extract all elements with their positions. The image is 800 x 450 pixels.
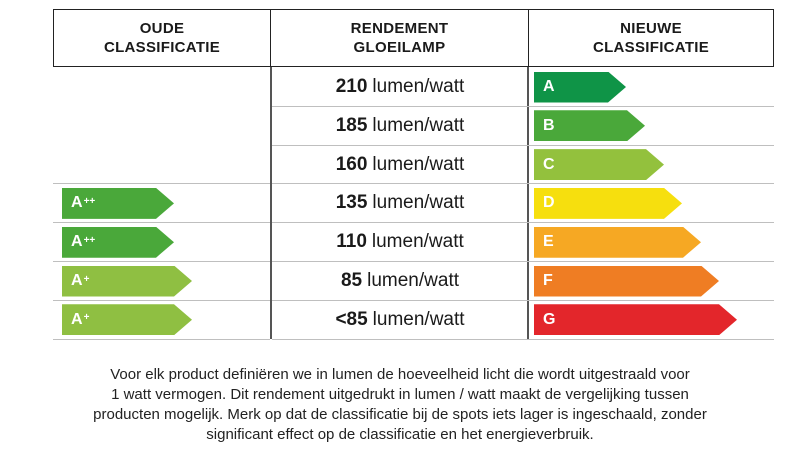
new-class-arrow: F: [534, 266, 719, 297]
old-class-superscript: ++: [83, 234, 96, 246]
row-separator: [272, 299, 528, 301]
row-separator: [272, 183, 528, 185]
old-class-arrow: A ++: [62, 227, 174, 258]
lumen-value: 135: [335, 192, 368, 214]
new-class-label: E: [543, 233, 554, 251]
row-separator: [528, 144, 774, 146]
row-separator: [272, 261, 528, 262]
old-class-superscript: +: [83, 273, 90, 285]
lumen-cell: 210 lumen/watt: [272, 68, 528, 106]
footnote: Voor elk product definiëren we in lumen …: [40, 365, 760, 445]
header-old-classification: OUDE CLASSIFICATIE: [53, 9, 271, 67]
old-class-label: A: [71, 233, 83, 251]
lumen-unit: lumen/watt: [371, 231, 464, 253]
row-separator: [272, 338, 528, 340]
new-class-label: B: [543, 116, 555, 134]
header-new-classification: NIEUWE CLASSIFICATIE: [528, 9, 774, 67]
new-class-arrow: C: [534, 149, 664, 180]
lumen-unit: lumen/watt: [372, 192, 465, 214]
lumen-cell: 160 lumen/watt: [272, 146, 528, 184]
row-separator: [528, 338, 774, 340]
row-separator: [53, 261, 270, 262]
row-separator: [53, 183, 270, 185]
row-separator: [53, 222, 270, 224]
lumen-value: 160: [335, 153, 368, 175]
row-separator: [528, 222, 774, 224]
old-class-arrow: A ++: [62, 188, 174, 219]
lumen-unit: lumen/watt: [372, 76, 465, 97]
new-class-label: G: [543, 310, 556, 328]
old-class-superscript: +: [83, 312, 90, 324]
new-class-label: A: [543, 78, 555, 95]
lumen-value: 185: [335, 114, 368, 136]
header-mid-line2: GLOEILAMP: [353, 39, 446, 56]
old-class-superscript: ++: [83, 195, 96, 207]
lumen-value: 110: [336, 231, 367, 253]
row-separator: [528, 299, 774, 301]
row-separator: [272, 105, 528, 107]
column-divider-right: [527, 67, 529, 339]
new-class-arrow: D: [534, 188, 682, 219]
header-new-line1: NIEUWE: [620, 20, 682, 37]
lumen-unit: lumen/watt: [372, 308, 465, 330]
new-class-label: D: [543, 194, 555, 212]
row-separator: [272, 144, 528, 146]
lumen-cell: 110 lumen/watt: [272, 223, 528, 261]
new-class-label: F: [543, 272, 553, 289]
old-class-label: A: [71, 310, 83, 328]
row-separator: [53, 338, 270, 340]
lumen-value: 85: [340, 270, 363, 291]
row-separator: [528, 105, 774, 107]
header-old-line1: OUDE: [139, 20, 185, 37]
footnote-line: 1 watt vermogen. Dit rendement uitgedruk…: [111, 386, 689, 403]
footnote-line: significant effect op de classificatie e…: [206, 426, 594, 443]
lumen-unit: lumen/watt: [367, 270, 459, 291]
new-class-arrow: A: [534, 72, 626, 103]
lumen-cell: 185 lumen/watt: [272, 107, 528, 145]
row-separator: [528, 261, 774, 262]
old-class-label: A: [71, 194, 83, 212]
column-divider-left: [270, 67, 272, 339]
header-old-line2: CLASSIFICATIE: [103, 39, 221, 56]
lumen-unit: lumen/watt: [372, 114, 465, 136]
row-separator: [272, 222, 528, 224]
lumen-cell: 135 lumen/watt: [272, 184, 528, 222]
lumen-value: 210: [335, 76, 368, 97]
lumen-unit: lumen/watt: [372, 153, 465, 175]
lumen-value: <85: [335, 308, 368, 330]
lumen-cell: 85 lumen/watt: [272, 262, 528, 300]
footnote-line: Voor elk product definiëren we in lumen …: [110, 366, 690, 383]
footnote-line: producten mogelijk. Merk op dat de class…: [93, 406, 707, 423]
row-separator: [528, 183, 774, 185]
header-mid-line1: RENDEMENT: [350, 20, 449, 37]
header-efficiency: RENDEMENT GLOEILAMP: [270, 9, 529, 67]
row-separator: [53, 299, 270, 301]
old-class-arrow: A +: [62, 304, 192, 335]
old-class-label: A: [71, 272, 83, 289]
new-class-arrow: G: [534, 304, 737, 335]
new-class-label: C: [543, 155, 555, 173]
new-class-arrow: B: [534, 110, 645, 141]
header-new-line2: CLASSIFICATIE: [592, 39, 710, 56]
old-class-arrow: A +: [62, 266, 192, 297]
lumen-cell: <85 lumen/watt: [272, 301, 528, 339]
new-class-arrow: E: [534, 227, 701, 258]
